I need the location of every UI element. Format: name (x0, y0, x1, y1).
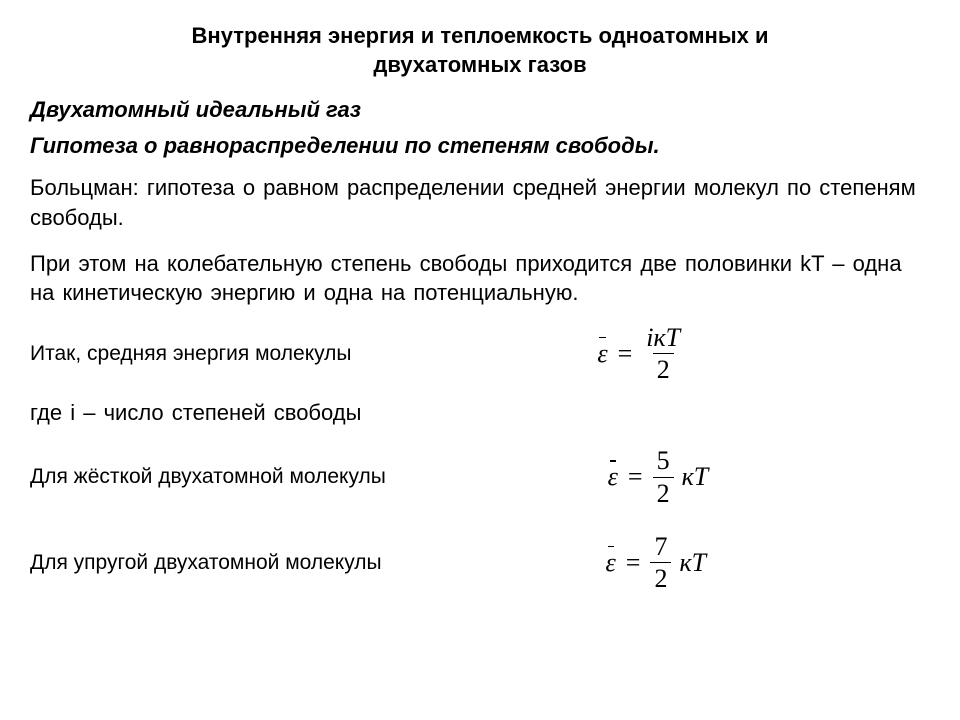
elastic-row: Для упругой двухатомной молекулы ε = 7 2… (30, 533, 930, 593)
page-title: Внутренняя энергия и теплоемкость одноат… (70, 22, 890, 79)
epsilon-symbol: ε (606, 550, 616, 576)
fraction-denominator: 2 (653, 353, 674, 383)
fraction-rigid: 5 2 (653, 447, 674, 507)
formula-tail: кT (679, 548, 706, 578)
fraction-denominator: 2 (653, 477, 674, 507)
equals-sign: = (616, 339, 635, 369)
formula-tail: кT (682, 462, 709, 492)
avg-energy-label: Итак, средняя энергия молекулы (30, 342, 352, 366)
subtitle: Двухатомный идеальный газ (30, 97, 930, 123)
hypothesis-heading: Гипотеза о равнораспределении по степеня… (30, 133, 930, 159)
fraction-general: iкT 2 (642, 324, 684, 384)
page: Внутренняя энергия и теплоемкость одноат… (0, 0, 960, 592)
formula-rigid: ε = 5 2 кT (608, 447, 709, 507)
boltzmann-paragraph: Больцман: гипотеза о равном распределени… (30, 173, 930, 232)
fraction-numerator: 7 (650, 533, 671, 562)
rigid-label: Для жёсткой двухатомной молекулы (30, 465, 386, 489)
vibrational-paragraph: При этом на колебательную степень свобод… (30, 249, 930, 308)
equals-sign: = (626, 462, 645, 492)
epsilon-symbol: ε (608, 464, 618, 490)
elastic-label: Для упругой двухатомной молекулы (30, 551, 382, 575)
title-line-1: Внутренняя энергия и теплоемкость одноат… (192, 23, 769, 48)
formula-elastic: ε = 7 2 кT (606, 533, 707, 593)
fraction-denominator: 2 (650, 562, 671, 592)
rigid-row: Для жёсткой двухатомной молекулы ε = 5 2… (30, 447, 930, 507)
formula-slot-general: ε = iкT 2 (352, 324, 930, 384)
formula-general: ε = iкT 2 (597, 324, 684, 384)
formula-slot-rigid: ε = 5 2 кT (386, 447, 930, 507)
title-line-2: двухатомных газов (373, 52, 586, 77)
avg-energy-row: Итак, средняя энергия молекулы ε = iкT 2 (30, 324, 930, 384)
fraction-elastic: 7 2 (650, 533, 671, 593)
formula-slot-elastic: ε = 7 2 кT (382, 533, 930, 593)
equals-sign: = (624, 548, 643, 578)
fraction-numerator: 5 (653, 447, 674, 476)
where-i-label: где i – число степеней свободы (30, 398, 930, 428)
fraction-numerator: iкT (642, 324, 684, 353)
epsilon-symbol: ε (597, 341, 607, 367)
